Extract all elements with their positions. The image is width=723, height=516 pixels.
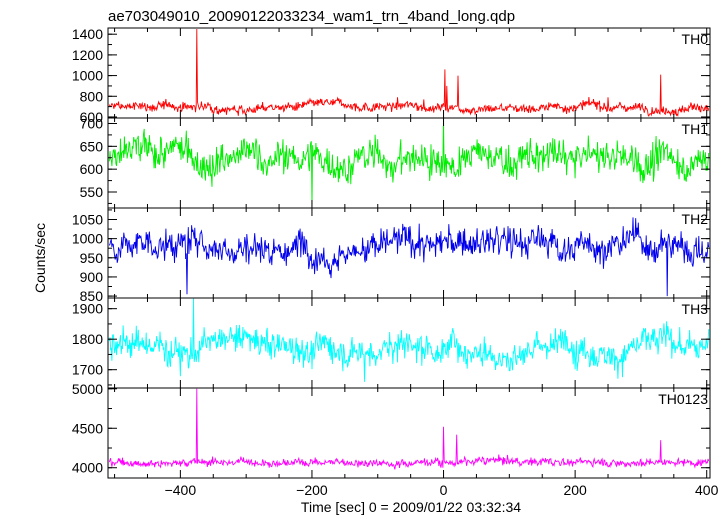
y-tick-label: 1000 bbox=[72, 231, 103, 247]
x-tick-label: 200 bbox=[563, 482, 587, 498]
series-line-th2 bbox=[108, 217, 710, 297]
y-tick-label: 1900 bbox=[72, 301, 103, 317]
panel-th2: 850 900 950 1000 1050 TH2 bbox=[72, 207, 711, 304]
y-tick-label: 850 bbox=[80, 288, 104, 304]
y-tick-label: 4000 bbox=[72, 460, 103, 476]
panel-frame bbox=[107, 387, 711, 479]
chart-title: ae703049010_20090122033234_wam1_trn_4ban… bbox=[108, 8, 515, 25]
panel-label: TH2 bbox=[682, 211, 709, 227]
y-tick-label: 1050 bbox=[72, 211, 103, 227]
series-line-th3 bbox=[108, 298, 710, 382]
y-tick-label: 1000 bbox=[72, 68, 103, 84]
y-tick-label: 4500 bbox=[72, 420, 103, 436]
y-tick-label: 1800 bbox=[72, 331, 103, 347]
x-tick-label: 400 bbox=[695, 482, 719, 498]
y-tick-label: 5000 bbox=[72, 381, 103, 397]
panel-label: TH1 bbox=[682, 121, 709, 137]
panels: 600 800 1000 1200 1400 TH0 550 600 650 700 TH1 850 9… bbox=[72, 26, 719, 498]
panel-th3: 1700 1800 1900 TH3 bbox=[72, 297, 711, 389]
panel-label: TH3 bbox=[682, 301, 709, 317]
series-line-th0123 bbox=[108, 388, 710, 470]
y-tick-label: 700 bbox=[80, 115, 104, 131]
panel-th1: 550 600 650 700 TH1 bbox=[80, 115, 711, 209]
x-tick-label: −400 bbox=[165, 482, 197, 498]
y-tick-label: 650 bbox=[80, 138, 104, 154]
y-tick-label: 1700 bbox=[72, 362, 103, 378]
panel-label: TH0 bbox=[682, 31, 709, 47]
panel-label: TH0123 bbox=[658, 391, 708, 407]
y-tick-label: 900 bbox=[80, 269, 104, 285]
y-tick-label: 950 bbox=[80, 250, 104, 266]
y-tick-label: 1400 bbox=[72, 26, 103, 42]
x-axis-label: Time [sec] 0 = 2009/01/22 03:32:34 bbox=[301, 499, 521, 515]
series-line-th1 bbox=[108, 118, 710, 206]
panel-frame bbox=[107, 117, 711, 209]
y-tick-label: 600 bbox=[80, 161, 104, 177]
series-line-th0 bbox=[108, 28, 710, 117]
panel-th0123: 4000 4500 5000 TH0123 bbox=[72, 381, 711, 479]
y-tick-label: 800 bbox=[80, 88, 104, 104]
y-tick-label: 550 bbox=[80, 184, 104, 200]
x-tick-label: −200 bbox=[296, 482, 328, 498]
y-axis-label: Counts/sec bbox=[32, 223, 48, 293]
y-tick-label: 1200 bbox=[72, 47, 103, 63]
x-tick-label: 0 bbox=[440, 482, 448, 498]
y-tick-label: 600 bbox=[80, 109, 104, 125]
panel-th0: 600 800 1000 1200 1400 TH0 bbox=[72, 26, 711, 125]
